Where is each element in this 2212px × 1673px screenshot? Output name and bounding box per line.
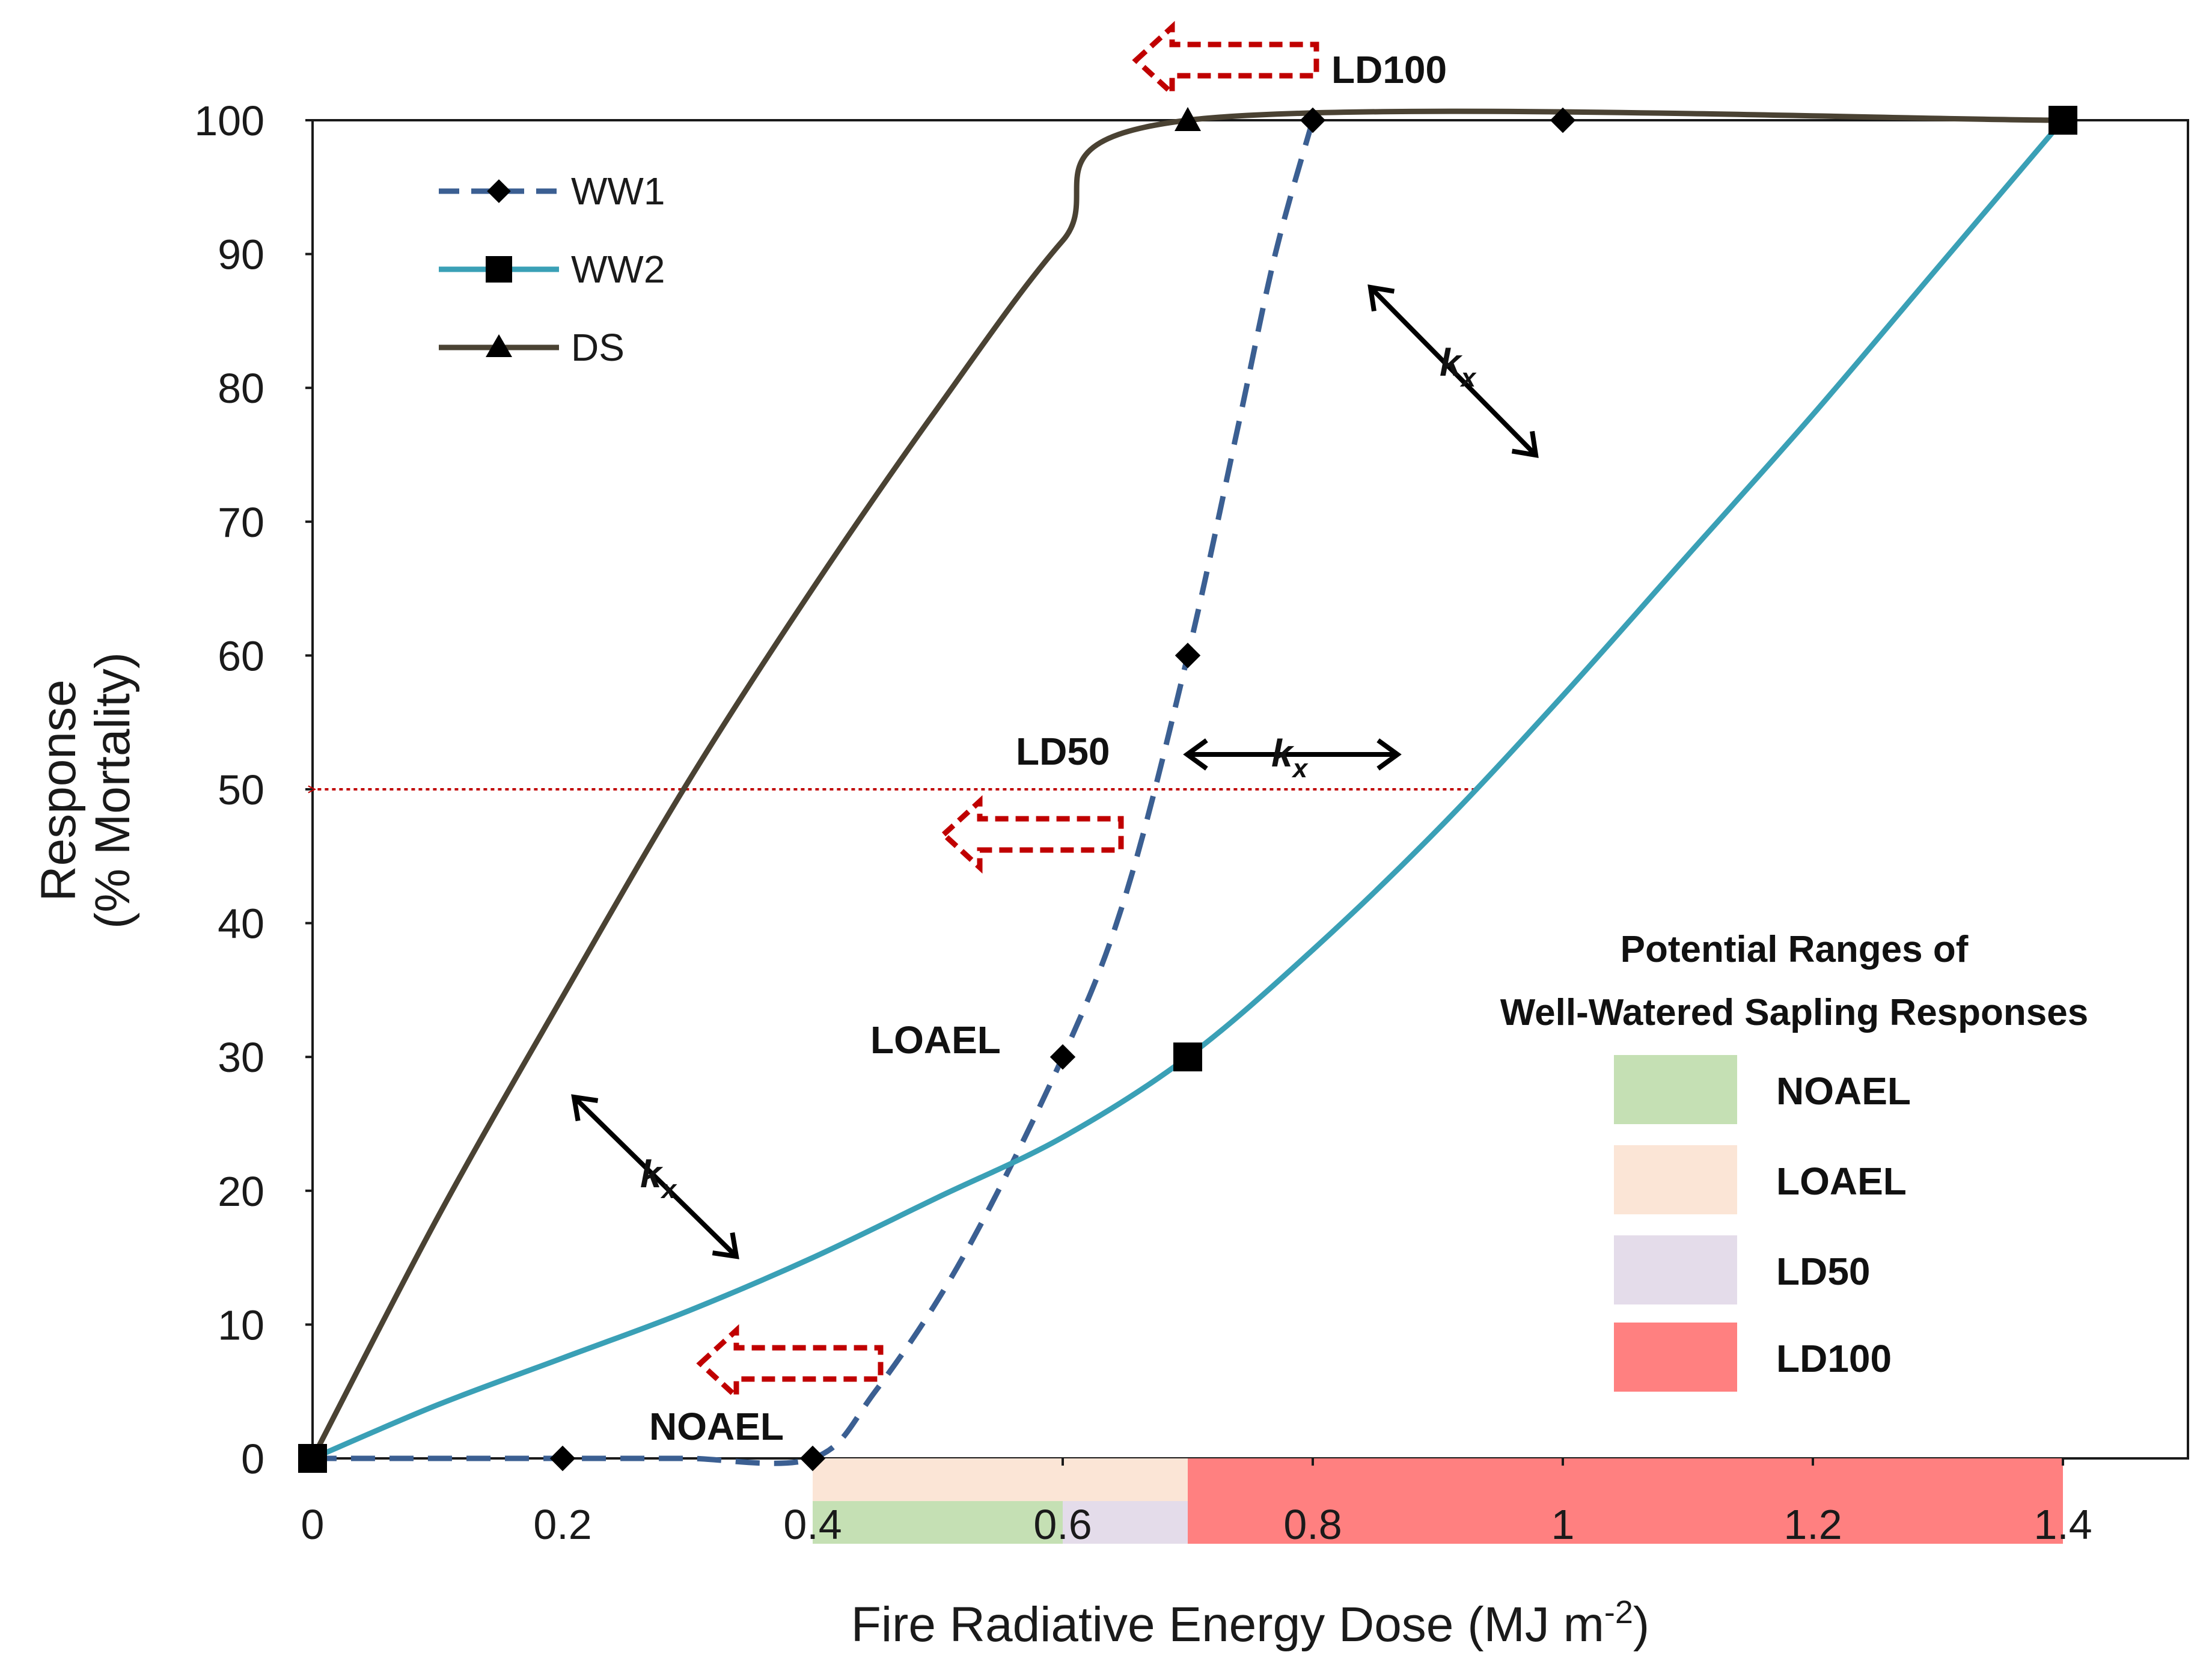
y-axis-title-line2: (% Mortality) [85, 652, 140, 929]
range-box: Potential Ranges of Well-Watered Sapling… [1500, 929, 2088, 1392]
series-line-ww1 [313, 119, 1316, 1466]
x-tick-label-5: 1 [1551, 1501, 1575, 1548]
series-line-ww2 [311, 118, 2065, 1461]
range-box-swatch-ld100 [1614, 1323, 1737, 1392]
y-tick-label-7: 70 [218, 499, 264, 546]
legend: WW1 WW2 DS [439, 170, 665, 369]
loael-annotation: LOAEL [870, 1018, 1001, 1062]
series-curves [310, 108, 2065, 1466]
kx-label-middle: kx [1271, 732, 1309, 783]
range-box-title-line1: Potential Ranges of [1621, 929, 1969, 970]
red-shift-arrow-ld100 [1132, 20, 1319, 100]
legend-label-ww1: WW1 [571, 170, 665, 213]
legend-label-ds: DS [571, 326, 625, 369]
x-tick-label-0: 0 [301, 1501, 325, 1548]
kx-arrow-lower-shaft [572, 1095, 738, 1258]
kx-arrow-lower [571, 1094, 739, 1259]
kx-label-lower: kx [640, 1152, 677, 1204]
range-box-title-line2: Well-Watered Sapling Responses [1500, 992, 2088, 1033]
kx-label-upper: kx [1440, 341, 1477, 393]
kx-arrow-upper-head-0 [1511, 430, 1539, 458]
marker-ds-0 [1175, 107, 1201, 131]
x-tick-label-4: 0.8 [1283, 1501, 1342, 1548]
y-axis-title-line1: Response [31, 679, 86, 901]
y-tick-label-4: 40 [218, 901, 264, 947]
range-box-label-loael: LOAEL [1776, 1160, 1907, 1203]
range-box-label-ld100: LD100 [1776, 1337, 1892, 1380]
x-tick-label-1: 0.2 [533, 1501, 591, 1548]
y-tick-label-10: 100 [194, 97, 264, 144]
series-line-ds [310, 108, 2064, 1460]
shaded-range-bands [813, 1458, 2063, 1544]
legend-label-ww2: WW2 [571, 248, 665, 291]
range-band-loael [813, 1458, 1188, 1501]
marker-ww1-4 [1175, 643, 1201, 668]
axis-ticks: 0 10 20 30 40 50 60 70 80 90 100 0 0.2 0.4 0.6 0.8 1 1.2 1… [194, 97, 2092, 1548]
x-axis-title-end: ) [1633, 1597, 1649, 1652]
range-band-ld100 [1188, 1458, 2063, 1544]
y-tick-label-5: 50 [218, 766, 264, 813]
y-tick-label-3: 30 [218, 1034, 264, 1081]
x-axis-title-sup: -2 [1604, 1594, 1633, 1630]
y-tick-label-9: 90 [218, 231, 264, 278]
range-box-label-noael: NOAEL [1776, 1069, 1911, 1113]
range-band-noael [813, 1501, 1063, 1544]
noael-annotation: NOAEL [649, 1405, 784, 1448]
kx-arrow-middle [1183, 738, 1402, 771]
legend-marker-ds [486, 334, 512, 357]
kx-arrow-middle-head-0 [1376, 738, 1402, 771]
range-box-swatch-loael [1614, 1145, 1737, 1214]
ld50-annotation: LD50 [1016, 730, 1110, 773]
x-axis-title-main: Fire Radiative Energy Dose (MJ m [851, 1597, 1604, 1652]
marker-ww2-1 [1173, 1042, 1202, 1072]
kx-arrow-upper-head-1 [1367, 284, 1395, 312]
x-axis-title: Fire Radiative Energy Dose (MJ m-2) [851, 1594, 1649, 1652]
red-shift-arrow-ld50 [939, 795, 1124, 874]
kx-arrow-lower-head-1 [571, 1094, 599, 1122]
annotation-arrows [571, 20, 1539, 1403]
kx-arrow-upper [1367, 284, 1539, 458]
range-box-label-ld50: LD50 [1776, 1250, 1871, 1293]
y-tick-label-8: 80 [218, 365, 264, 412]
marker-ww1-3 [1049, 1044, 1076, 1070]
range-band-ld50 [1063, 1501, 1188, 1544]
legend-marker-ww1 [487, 179, 511, 203]
x-tick-label-2: 0.4 [783, 1501, 842, 1548]
ld100-annotation: LD100 [1331, 48, 1447, 91]
x-tick-label-6: 1.2 [1783, 1501, 1842, 1548]
range-box-swatch-ld50 [1614, 1235, 1737, 1304]
legend-marker-ww2 [486, 256, 512, 283]
x-tick-label-3: 0.6 [1033, 1501, 1092, 1548]
y-tick-label-1: 10 [218, 1301, 264, 1348]
x-tick-label-7: 1.4 [2033, 1501, 2092, 1548]
y-tick-label-0: 0 [241, 1436, 264, 1482]
y-tick-label-2: 20 [218, 1168, 264, 1215]
kx-arrow-upper-shaft [1369, 286, 1538, 457]
kx-arrow-lower-head-0 [712, 1232, 739, 1259]
range-box-swatch-noael [1614, 1055, 1737, 1124]
marker-ww1-1 [549, 1445, 576, 1472]
y-tick-label-6: 60 [218, 632, 264, 679]
red-shift-arrow-noael [696, 1324, 884, 1403]
marker-ww1-2 [799, 1445, 826, 1472]
marker-ww2-2 [2049, 106, 2077, 135]
kx-arrow-middle-head-1 [1183, 738, 1208, 771]
marker-ww2-0 [298, 1444, 327, 1473]
